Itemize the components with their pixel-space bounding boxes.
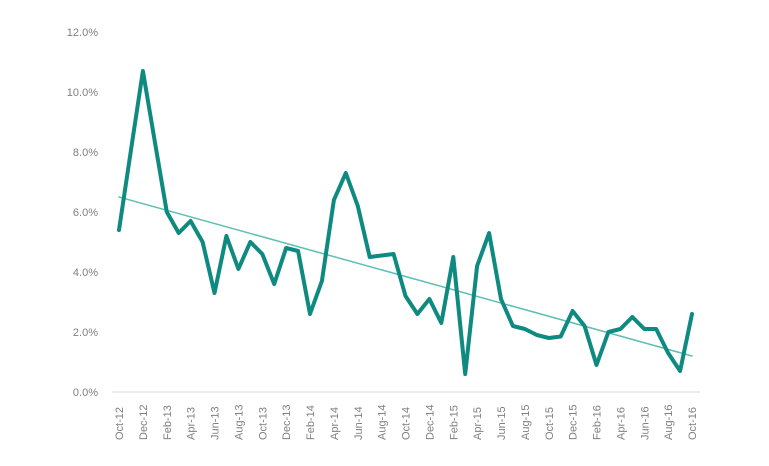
x-tick-label: Apr-13 [186,407,198,440]
x-tick-label: Oct-14 [401,407,413,440]
x-tick-label: Aug-15 [520,405,532,440]
x-tick-label: Oct-16 [687,407,699,440]
x-tick-label: Oct-15 [544,407,556,440]
x-tick-label: Jun-13 [210,406,222,440]
x-tick-label: Apr-16 [615,407,627,440]
y-tick-label: 8.0% [73,147,98,159]
x-tick-label: Apr-14 [329,407,341,440]
x-tick-label: Feb-14 [305,405,317,440]
x-tick-label: Dec-12 [138,405,150,440]
trend-line [118,196,693,357]
x-tick-label: Aug-13 [233,405,245,440]
x-tick-label: Oct-12 [114,407,126,440]
x-tick-label: Jun-16 [639,406,651,440]
x-tick-label: Oct-13 [257,407,269,440]
x-tick-label: Dec-14 [424,405,436,440]
y-tick-label: 4.0% [73,267,98,279]
x-tick-label: Apr-15 [472,407,484,440]
x-tick-label: Dec-15 [568,405,580,440]
y-tick-label: 6.0% [73,207,98,219]
y-axis: 0.0% 2.0% 4.0% 6.0% 8.0% 10.0% 12.0% [67,27,98,399]
x-tick-label: Jun-14 [353,406,365,440]
y-tick-label: 0.0% [73,387,98,399]
x-tick-label: Feb-16 [592,405,604,440]
y-tick-label: 2.0% [73,327,98,339]
x-axis: Oct-12 Dec-12 Feb-13 Apr-13 Jun-13 Aug-13 Oct-… [114,405,699,440]
x-tick-label: Aug-16 [663,405,675,440]
x-tick-label: Feb-15 [448,405,460,440]
x-tick-label: Aug-14 [377,405,389,440]
data-series-line [117,69,694,376]
y-tick-label: 10.0% [67,87,98,99]
x-tick-label: Jun-15 [496,406,508,440]
x-tick-label: Feb-13 [162,405,174,440]
x-tick-label: Dec-13 [281,405,293,440]
y-tick-label: 12.0% [67,27,98,39]
